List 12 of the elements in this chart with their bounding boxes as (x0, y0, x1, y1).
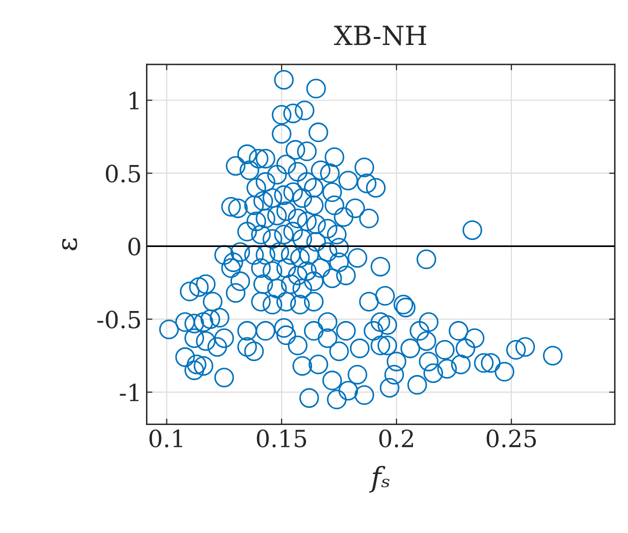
x-tick-label: 0.1 (149, 430, 182, 448)
x-tick-label: 0.2 (379, 430, 413, 448)
y-tick-label: -0.5 (97, 310, 140, 328)
x-tick-label: 0.25 (486, 430, 536, 448)
x-axis-title: fₛ (369, 466, 390, 493)
y-tick-label: -1 (120, 384, 138, 402)
chart-title: XB-NH (334, 26, 426, 46)
y-axis-title: ε (62, 238, 78, 250)
x-tick-label: 0.15 (256, 430, 306, 448)
y-tick-label: 0.5 (106, 164, 140, 183)
y-tick-label: 0 (128, 238, 140, 256)
y-tick-label: 1 (130, 92, 138, 110)
